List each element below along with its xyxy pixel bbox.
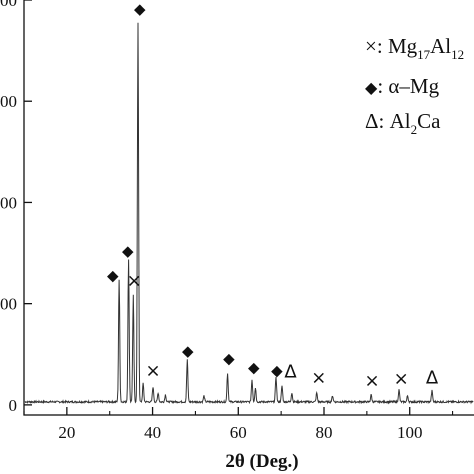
xrd-pattern-line <box>24 22 474 405</box>
y-tick-label: 0 <box>9 396 18 415</box>
y-tick-label: 00 <box>0 0 17 10</box>
series-layer <box>24 22 474 405</box>
y-tick-label: 00 <box>0 92 17 111</box>
cross-marker: × <box>364 371 379 392</box>
x-tick-label: 80 <box>316 423 333 442</box>
triangle-marker: Δ <box>426 368 439 389</box>
legend-label: α–Mg <box>388 74 439 98</box>
x-tick-label: 100 <box>397 423 423 442</box>
legend-symbol: × <box>365 34 377 58</box>
diamond-marker: ◆ <box>271 361 283 379</box>
phase-markers: ×× × × ×◆◆◆◆ ◆◆ ◆ Δ Δ <box>107 0 439 391</box>
y-tick-label: 00 <box>0 193 17 212</box>
diamond-marker: ◆ <box>134 0 146 18</box>
legend-label-2: Ca <box>417 109 441 133</box>
cross-marker: × <box>145 360 160 381</box>
x-tick-label: 20 <box>58 423 75 442</box>
legend-subscript-2: 12 <box>451 47 464 62</box>
triangle-marker: Δ <box>284 361 297 382</box>
legend-label: Mg <box>388 34 418 58</box>
legend-symbol: Δ <box>365 109 379 133</box>
legend-entry: ◆: α–Mg <box>365 74 440 98</box>
legend: ×: Mg17Al12 ◆: α–Mg Δ: Al2Ca <box>365 34 464 137</box>
diamond-marker: ◆ <box>248 358 260 376</box>
y-tick-label: 00 <box>0 295 17 314</box>
diamond-marker: ◆ <box>182 342 194 360</box>
diamond-marker: ◆ <box>122 242 134 260</box>
diamond-marker: ◆ <box>223 349 235 367</box>
legend-subscript: 2 <box>411 122 418 137</box>
legend-entry: Δ: Al2Ca <box>365 109 441 137</box>
legend-label: Al <box>390 109 411 133</box>
x-tick-label: 40 <box>144 423 161 442</box>
legend-symbol: ◆ <box>365 80 378 97</box>
plot-frame <box>23 0 474 416</box>
cross-marker: × <box>311 368 326 389</box>
legend-subscript: 17 <box>417 47 431 62</box>
cross-marker: × <box>127 270 142 291</box>
x-axis-label: 2θ (Deg.) <box>225 451 298 472</box>
cross-marker: × <box>394 369 409 390</box>
legend-entry: ×: Mg17Al12 <box>365 34 464 62</box>
legend-label-2: Al <box>430 34 451 58</box>
x-tick-label: 60 <box>230 423 247 442</box>
diamond-marker: ◆ <box>107 266 119 284</box>
